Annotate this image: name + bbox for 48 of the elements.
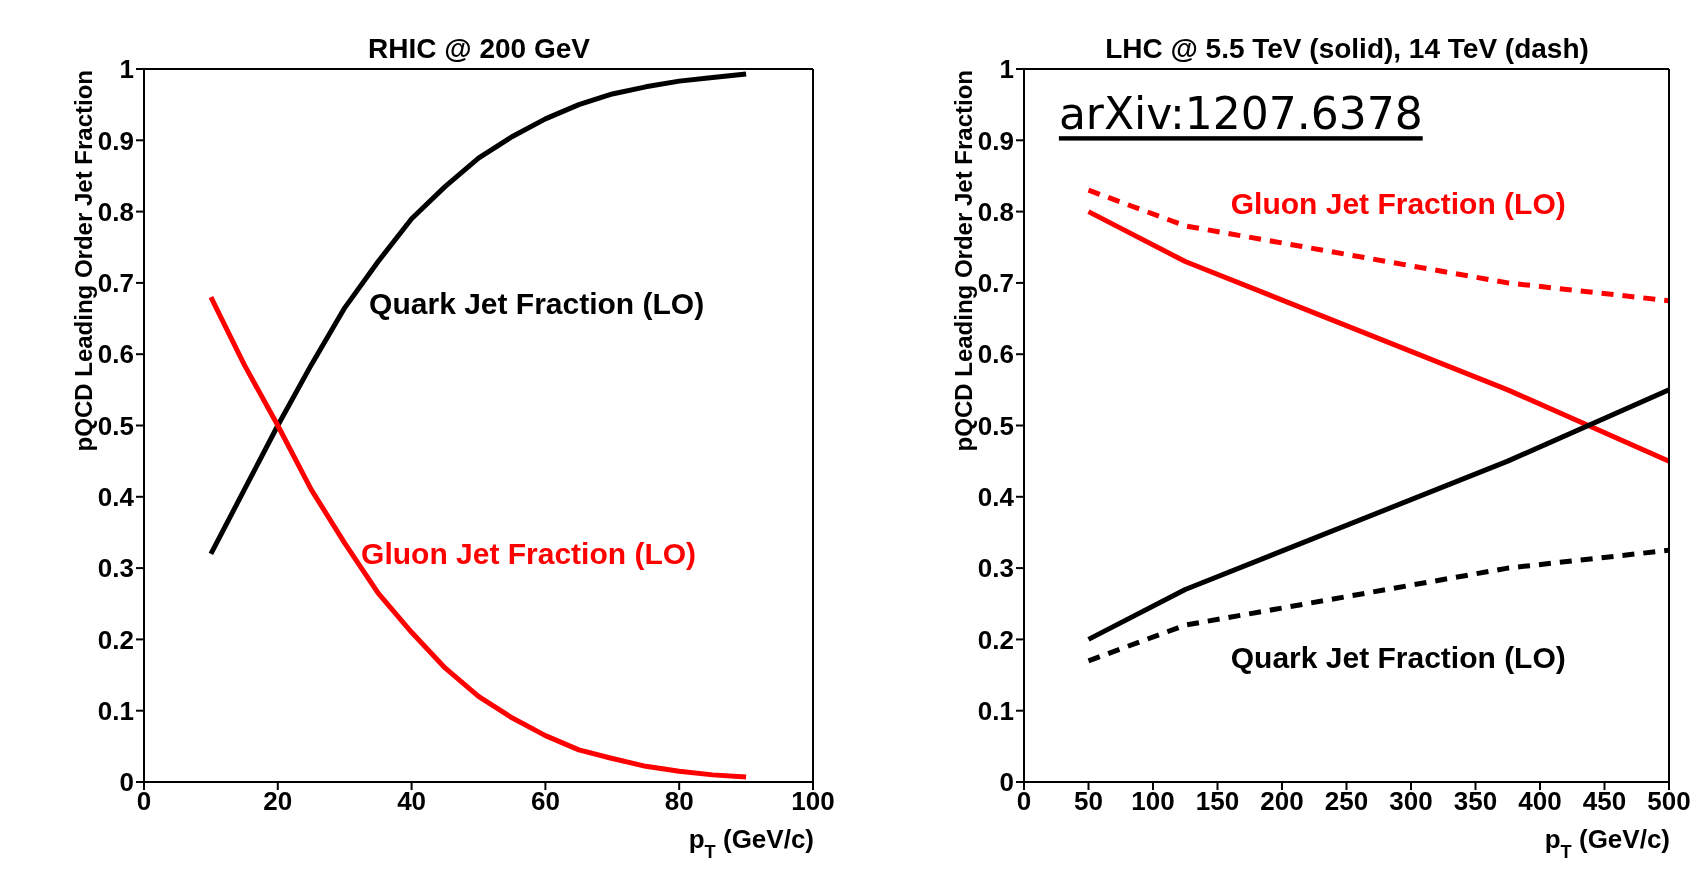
annotation: arXiv:1207.6378 xyxy=(1058,88,1423,140)
y-tick-label: 1 xyxy=(999,54,1014,85)
x-tick-label: 40 xyxy=(397,786,427,817)
x-tick-label: 50 xyxy=(1074,786,1103,817)
x-tick-label: 500 xyxy=(1647,786,1691,817)
x-tick-label: 200 xyxy=(1260,786,1304,817)
chart-title: LHC @ 5.5 TeV (solid), 14 TeV (dash) xyxy=(1105,33,1589,64)
y-tick-label: 0.4 xyxy=(97,482,135,513)
x-tick-label: 250 xyxy=(1324,786,1369,817)
x-tick-label: 100 xyxy=(791,786,835,817)
y-tick-label: 0.7 xyxy=(977,268,1014,299)
x-axis-title: p$_{T}$ (GeV/c) xyxy=(1544,824,1670,862)
text: Quark Jet Fraction (LO) xyxy=(1230,640,1566,674)
y-tick-label: 0.8 xyxy=(977,196,1014,227)
y-tick-label: 0.5 xyxy=(977,410,1014,441)
x-tick-label: 60 xyxy=(530,786,560,817)
x-tick-label: 100 xyxy=(1131,786,1175,817)
y-tick-label: 0.2 xyxy=(977,624,1014,655)
y-tick-label: 0 xyxy=(119,767,134,798)
y-axis-title: pQCD Leading Order Jet Fraction xyxy=(70,70,97,452)
y-tick-label: 0.2 xyxy=(97,624,134,655)
y-tick-label: 0.6 xyxy=(97,339,134,370)
y-tick-label: 0.7 xyxy=(97,268,134,299)
x-tick-label: 80 xyxy=(664,786,694,817)
y-tick-label: 1 xyxy=(119,54,134,85)
x-axis-title: p$_{T}$ (GeV/c) xyxy=(688,824,814,862)
y-tick-label: 0.1 xyxy=(977,695,1014,726)
y-tick-label: 0.3 xyxy=(977,553,1014,584)
y-tick-label: 0.4 xyxy=(977,482,1015,513)
y-tick-label: 0.6 xyxy=(977,339,1014,370)
y-tick-label: 0.9 xyxy=(977,125,1014,156)
y-tick-label: 0.5 xyxy=(97,410,134,441)
chart-title: RHIC @ 200 GeV xyxy=(368,33,591,64)
x-tick-label: 350 xyxy=(1453,786,1498,817)
x-tick-label: 400 xyxy=(1518,786,1562,817)
series-label: Quark Jet Fraction (LO) xyxy=(369,287,705,321)
y-axis-title: pQCD Leading Order Jet Fraction xyxy=(950,70,977,452)
series-label: Gluon Jet Fraction (LO) xyxy=(361,537,697,571)
y-tick-label: 0.9 xyxy=(97,125,134,156)
y-tick-label: 0.3 xyxy=(97,553,134,584)
x-tick-label: 300 xyxy=(1389,786,1433,817)
x-tick-label: 450 xyxy=(1582,786,1627,817)
y-tick-label: 0.1 xyxy=(97,695,134,726)
y-tick-label: 0 xyxy=(999,767,1014,798)
x-tick-label: 150 xyxy=(1195,786,1240,817)
series-label: Gluon Jet Fraction (LO) xyxy=(1230,187,1566,221)
y-tick-label: 0.8 xyxy=(97,196,134,227)
x-tick-label: 20 xyxy=(263,786,293,817)
